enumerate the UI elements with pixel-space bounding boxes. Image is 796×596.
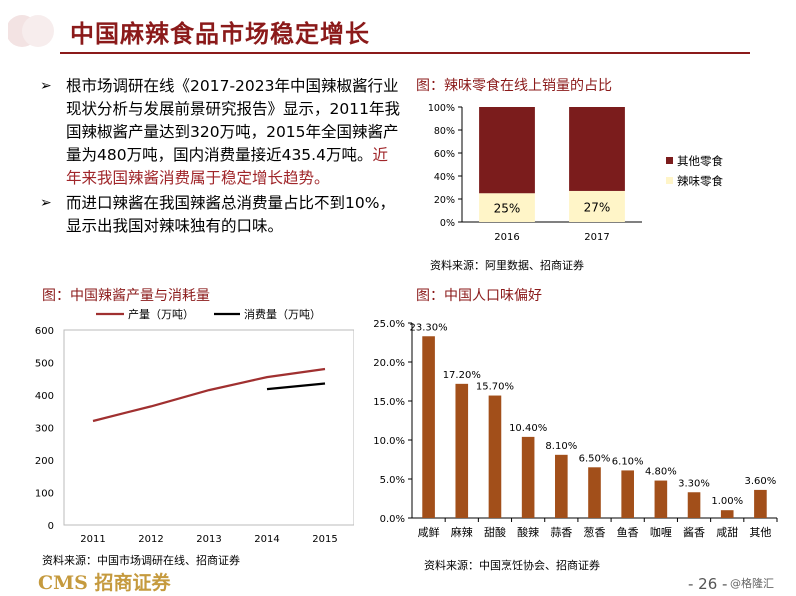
x-tick-label: 2013 <box>196 534 221 545</box>
bar <box>422 336 435 518</box>
bar <box>754 489 767 518</box>
x-tick-label: 甜酸 <box>484 525 506 539</box>
arrow-bullet-icon: ➢ <box>40 78 52 94</box>
x-tick-label: 其他 <box>749 526 771 539</box>
bar <box>654 480 668 518</box>
bar <box>455 383 469 518</box>
bar-data-label: 3.30% <box>678 478 710 489</box>
bar-other-snack <box>479 107 535 194</box>
y-tick-label: 200 <box>35 456 54 467</box>
bar-data-label: 17.20% <box>443 370 481 381</box>
bar-spicy-snack <box>569 190 625 222</box>
chart1-source: 资料来源：阿里数据、招商证券 <box>430 259 584 272</box>
bullet-highlight-text: 近年来我国辣酱消费属于稳定增长趋势。 <box>66 146 388 187</box>
legend-label-other: 其他零食 <box>677 154 723 168</box>
plot-frame <box>63 329 354 526</box>
x-tick-label: 2017 <box>584 232 609 243</box>
watermark: @格隆汇 <box>730 577 774 590</box>
bar-spicy-snack <box>479 193 535 222</box>
legend-label-consumption: 消费量（万吨） <box>244 307 321 321</box>
bullet-text: 根市场调研在线《2017-2023年中国辣椒酱行业现状分析与发展前景研究报告》显… <box>66 77 400 164</box>
chart3-caption: 图：中国人口味偏好 <box>416 288 542 304</box>
legend-swatch-other <box>666 157 673 164</box>
x-tick-label: 咸甜 <box>716 526 738 539</box>
bar-data-label: 6.50% <box>579 453 611 464</box>
x-tick-label: 麻辣 <box>451 525 473 539</box>
bar <box>555 454 568 518</box>
bar <box>720 510 734 518</box>
y-tick-label: 300 <box>35 424 54 435</box>
company-logo: CMS 招商证券 <box>38 572 171 594</box>
x-tick-label: 酸辣 <box>517 525 539 539</box>
arrow-bullet-icon: ➢ <box>40 195 52 211</box>
bar <box>621 470 634 518</box>
bar <box>488 395 502 518</box>
series-line-production <box>92 367 326 423</box>
y-tick-label: 600 <box>35 326 54 337</box>
y-tick-label: 500 <box>35 359 54 370</box>
bar <box>521 436 535 518</box>
chart3-source: 资料来源：中国烹饪协会、招商证券 <box>424 559 600 572</box>
legend-swatch-spicy <box>666 177 673 184</box>
chart2-source: 资料来源：中国市场调研在线、招商证券 <box>42 554 240 567</box>
chart2-caption: 图：中国辣酱产量与消耗量 <box>42 288 210 304</box>
page-title: 中国麻辣食品市场稳定增长 <box>70 20 370 48</box>
bullet-item: ➢ 而进口辣酱在我国辣酱总消费量占比不到10%，显示出我国对辣味独有的口味。 <box>40 192 402 238</box>
x-tick-label: 咸鲜 <box>418 525 440 539</box>
y-tick-label: 60% <box>434 149 455 160</box>
y-tick-label: 0.0% <box>380 514 405 525</box>
bar-other-snack <box>569 107 625 191</box>
x-tick-label: 2015 <box>312 534 337 545</box>
page-number: - 26 - <box>688 575 728 593</box>
y-tick-label: 20% <box>434 195 455 206</box>
x-tick-label: 2012 <box>138 534 163 545</box>
x-tick-label: 2014 <box>254 534 279 545</box>
bar <box>588 467 601 518</box>
y-tick-label: 10.0% <box>373 436 405 447</box>
bullet-item: ➢ 根市场调研在线《2017-2023年中国辣椒酱行业现状分析与发展前景研究报告… <box>40 75 402 190</box>
bar-data-label: 4.80% <box>645 467 677 478</box>
legend-label-spicy: 辣味零食 <box>677 174 723 188</box>
production-consumption-chart: 0 100 200 300 400 500 600 2011 2012 2013 2014 2015 产… <box>35 307 354 545</box>
y-tick-label: 15.0% <box>373 397 405 408</box>
x-tick-label: 鱼香 <box>617 525 639 539</box>
x-tick-label: 酱香 <box>683 525 705 539</box>
series-line-consumption <box>266 382 326 391</box>
y-tick-label: 25.0% <box>373 319 405 330</box>
bar <box>687 492 701 518</box>
x-tick-label: 蒜香 <box>550 526 572 539</box>
y-tick-label: 20.0% <box>373 358 405 369</box>
bar-data-label: 27% <box>584 200 611 214</box>
legend-label-production: 产量（万吨） <box>128 307 194 321</box>
x-tick-label: 咖喱 <box>650 525 672 539</box>
bullet-text: 而进口辣酱在我国辣酱总消费量占比不到10%，显示出我国对辣味独有的口味。 <box>66 194 395 235</box>
bar-data-label: 1.00% <box>711 496 743 507</box>
y-tick-label: 40% <box>434 172 455 183</box>
x-tick-label: 葱香 <box>584 526 606 539</box>
y-tick-label: 100% <box>428 103 455 114</box>
taste-preference-chart: 0.0% 5.0% 10.0% 15.0% 20.0% 25.0% 23.30% 咸鲜 17.2… <box>373 319 778 539</box>
bullet-list: ➢ 根市场调研在线《2017-2023年中国辣椒酱行业现状分析与发展前景研究报告… <box>40 75 402 240</box>
bar-data-label: 6.10% <box>612 456 644 467</box>
y-tick-label: 100 <box>35 489 54 500</box>
bar-data-label: 23.30% <box>410 322 448 333</box>
x-tick-label: 2016 <box>494 232 519 243</box>
y-tick-label: 80% <box>434 126 455 137</box>
y-tick-label: 5.0% <box>380 475 405 486</box>
bar-data-label: 15.70% <box>476 382 514 393</box>
y-tick-label: 0% <box>440 218 455 229</box>
chart1-caption: 图：辣味零食在线上销量的占比 <box>416 78 612 94</box>
title-decoration-icon <box>8 15 54 47</box>
bar-data-label: 25% <box>494 202 521 216</box>
bar-data-label: 3.60% <box>745 476 777 487</box>
bar-data-label: 8.10% <box>545 441 577 452</box>
y-tick-label: 0 <box>48 521 54 532</box>
x-tick-label: 2011 <box>80 534 105 545</box>
y-tick-label: 400 <box>35 391 54 402</box>
title-divider <box>60 52 750 54</box>
bar-data-label: 10.40% <box>509 423 547 434</box>
